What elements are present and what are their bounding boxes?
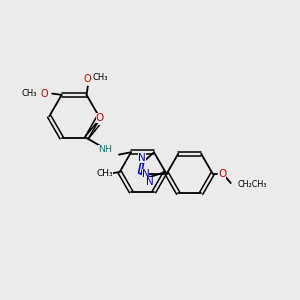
Text: NH: NH: [98, 145, 112, 154]
Text: CH₃: CH₃: [93, 73, 109, 82]
Text: CH₂CH₃: CH₂CH₃: [238, 181, 267, 190]
Text: O: O: [84, 74, 92, 84]
Text: O: O: [218, 169, 226, 178]
Text: N: N: [146, 177, 154, 188]
Text: O: O: [96, 113, 104, 123]
Text: CH₃: CH₃: [96, 169, 113, 178]
Text: N: N: [138, 152, 146, 163]
Text: CH₃: CH₃: [22, 88, 37, 98]
Text: O: O: [41, 88, 49, 99]
Text: N: N: [142, 169, 149, 178]
